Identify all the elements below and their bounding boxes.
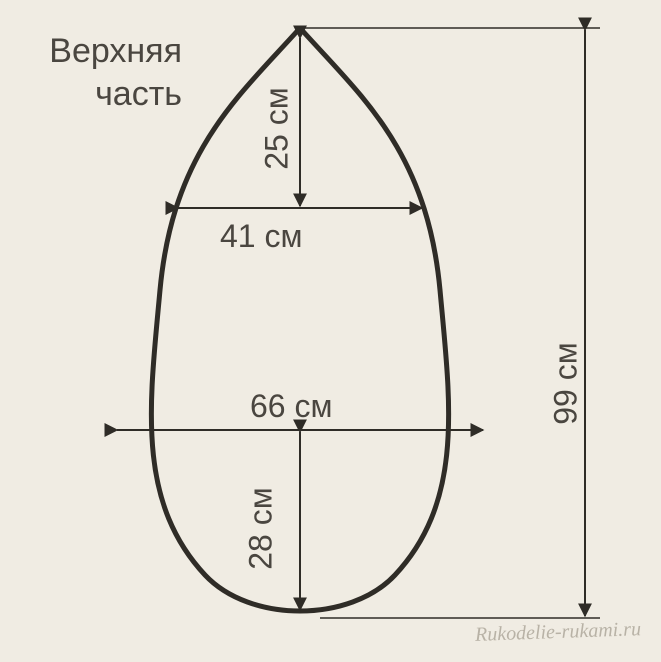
title-line2: часть xyxy=(95,75,182,113)
dim-total-height: 99 см xyxy=(548,342,585,424)
title-line1: Верхняя xyxy=(49,32,182,70)
title-block: Верхняя часть xyxy=(22,30,182,115)
dim-mid-width: 66 см xyxy=(250,388,332,425)
dim-bottom-height: 28 см xyxy=(243,487,280,569)
dim-upper-width: 41 см xyxy=(220,218,302,255)
dim-top-height: 25 см xyxy=(259,87,296,169)
